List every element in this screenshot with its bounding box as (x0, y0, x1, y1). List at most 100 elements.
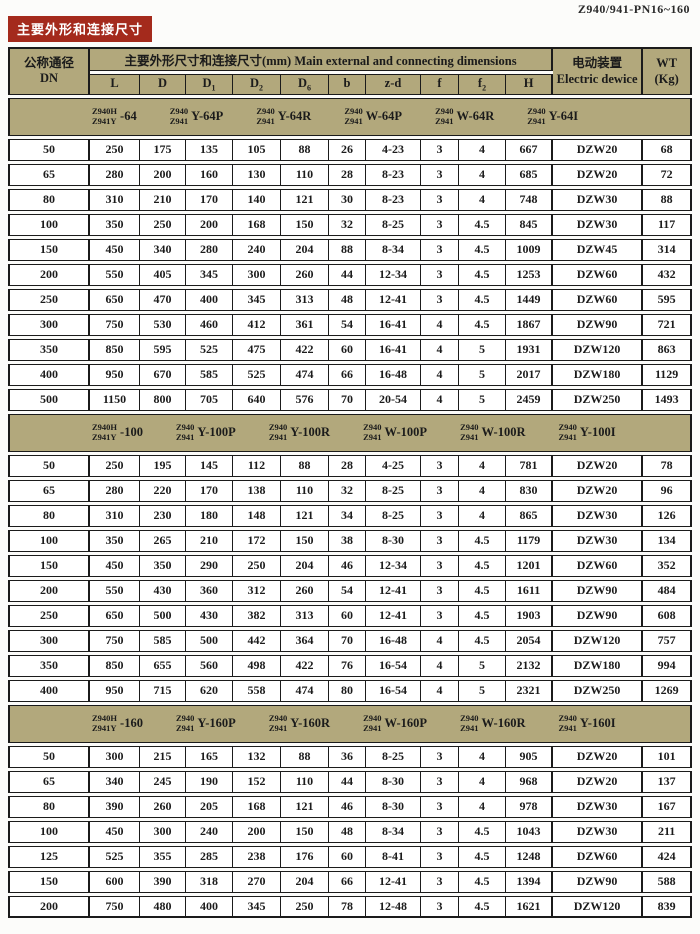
cell: 54 (329, 579, 366, 602)
cell: 1269 (643, 679, 693, 702)
cell: 1253 (506, 263, 554, 286)
cell: 530 (140, 313, 186, 336)
cell: 560 (186, 654, 233, 677)
doc-code: Z940/941-PN16~160 (577, 2, 690, 16)
cell: 650 (90, 604, 140, 627)
cell-dn: 400 (8, 679, 90, 702)
cell: 4.5 (459, 820, 506, 843)
cell: 1179 (506, 529, 554, 552)
cell: 88 (281, 745, 329, 768)
cell-dn: 250 (8, 604, 90, 627)
cell: DZW120 (553, 629, 644, 652)
cell: 180 (186, 504, 233, 527)
cell: 112 (233, 454, 281, 477)
cell: 54 (329, 313, 366, 336)
cell: 345 (233, 895, 281, 918)
cell: 1248 (506, 845, 554, 868)
cell: 3 (421, 745, 459, 768)
cell: 172 (233, 529, 281, 552)
col-header-z-d: z-d (366, 74, 421, 95)
cell: 76 (329, 654, 366, 677)
cell: 757 (643, 629, 693, 652)
cell: 340 (90, 770, 140, 793)
cell: 238 (233, 845, 281, 868)
col-header-weight: WT (Kg) (643, 47, 693, 95)
valve-model-code: Z940 Z941 Y-100I (558, 421, 616, 442)
cell: 300 (233, 263, 281, 286)
cell: 28 (329, 454, 366, 477)
cell: 310 (90, 504, 140, 527)
cell: 250 (140, 213, 186, 236)
cell: 3 (421, 795, 459, 818)
cell: 525 (186, 338, 233, 361)
cell: DZW20 (553, 454, 644, 477)
cell: 312 (233, 579, 281, 602)
cell: 2459 (506, 388, 554, 411)
cell: 4 (421, 679, 459, 702)
cell: 8-25 (366, 745, 421, 768)
cell: DZW250 (553, 388, 644, 411)
cell: DZW60 (553, 288, 644, 311)
cell: 3 (421, 895, 459, 918)
cell-dn: 300 (8, 313, 90, 336)
cell: 88 (281, 454, 329, 477)
cell: 110 (281, 479, 329, 502)
cell: 3 (421, 213, 459, 236)
cell: 3 (421, 454, 459, 477)
cell: 5 (459, 363, 506, 386)
cell: 550 (90, 263, 140, 286)
valve-model-code: Z940 Z941 W-160P (363, 712, 428, 733)
col-group-header-dimensions: 主要外形尺寸和连接尺寸(mm) Main external and connec… (90, 47, 554, 71)
cell-dn: 150 (8, 554, 90, 577)
cell: 8-30 (366, 529, 421, 552)
cell: 4.5 (459, 870, 506, 893)
valve-model-code: Z940 Z941 Y-160P (175, 712, 236, 733)
cell: 450 (90, 238, 140, 261)
cell: 220 (140, 479, 186, 502)
cell: 1129 (643, 363, 693, 386)
spec-data-row: 200 550 430 360 312 260 54 12-41 3 4.5 1611 DZW90 48… (8, 579, 693, 602)
cell-dn: 350 (8, 338, 90, 361)
cell: 1150 (90, 388, 140, 411)
electric-label-en: Electric dewice (556, 72, 638, 87)
valve-model-code: Z940 Z941 W-160R (460, 712, 526, 733)
cell: 145 (186, 454, 233, 477)
cell: 160 (186, 163, 233, 186)
valve-model-code: Z940H Z941Y -64 (92, 105, 137, 126)
spec-data-row: 50 250 175 135 105 88 26 4-23 3 4 667 DZW20 68 (8, 138, 693, 161)
cell-dn: 200 (8, 263, 90, 286)
cell: 412 (233, 313, 281, 336)
col-header-f: f (421, 74, 459, 95)
dn-label-en: DN (39, 71, 59, 86)
cell: 585 (186, 363, 233, 386)
cell: 2017 (506, 363, 554, 386)
cell: 12-34 (366, 263, 421, 286)
col-header-D6: D6 (281, 74, 329, 95)
cell: 16-48 (366, 363, 421, 386)
cell: 968 (506, 770, 554, 793)
cell: 364 (281, 629, 329, 652)
cell-dn: 100 (8, 820, 90, 843)
cell: 16-54 (366, 679, 421, 702)
cell: 360 (186, 579, 233, 602)
cell: 3 (421, 579, 459, 602)
cell: DZW90 (553, 870, 644, 893)
cell: 34 (329, 504, 366, 527)
cell: 72 (643, 163, 693, 186)
cell-dn: 80 (8, 795, 90, 818)
cell: 4 (459, 454, 506, 477)
cell: 4.5 (459, 288, 506, 311)
wt-label: WT (656, 56, 678, 70)
cell: 839 (643, 895, 693, 918)
cell-dn: 65 (8, 163, 90, 186)
cell-dn: 65 (8, 770, 90, 793)
cell: 474 (281, 679, 329, 702)
cell: 167 (643, 795, 693, 818)
cell: 110 (281, 163, 329, 186)
cell: 12-41 (366, 870, 421, 893)
cell: 4.5 (459, 529, 506, 552)
spec-data-row: 250 650 470 400 345 313 48 12-41 3 4.5 1449 DZW60 59… (8, 288, 693, 311)
spec-data-row: 350 850 655 560 498 422 76 16-54 4 5 2132 DZW180 994 (8, 654, 693, 677)
cell: 608 (643, 604, 693, 627)
header-row-dimension-letters: L D D1 D2 D6 b z-d f f2 H (8, 74, 692, 95)
